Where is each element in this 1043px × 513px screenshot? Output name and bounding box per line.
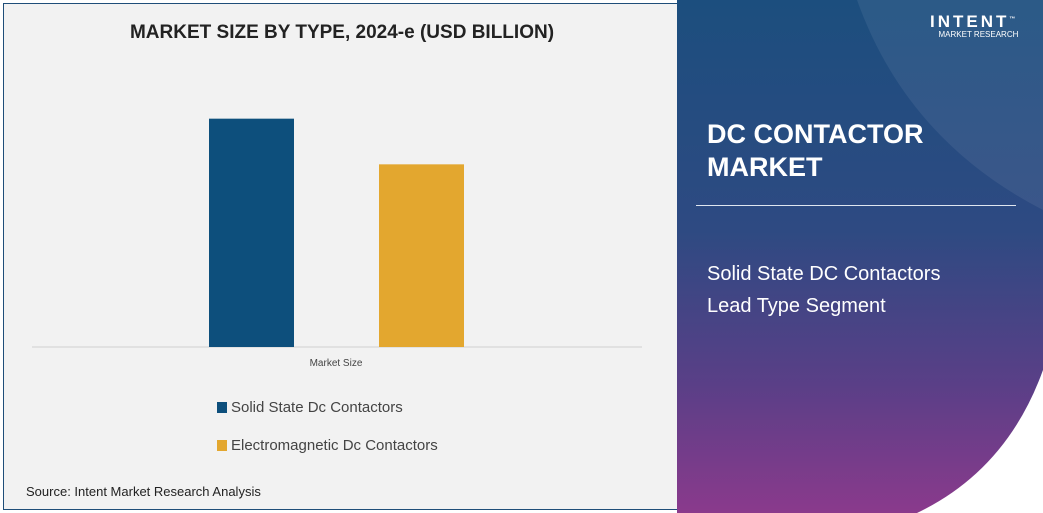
bar-electromagnetic-dc-contactors: [379, 164, 464, 347]
legend-label: Electromagnetic Dc Contactors: [231, 436, 438, 454]
intent-logo: INTENT™ MARKET RESEARCH: [930, 12, 1019, 39]
legend-item-electromagnetic: Electromagnetic Dc Contactors: [217, 435, 438, 455]
divider: [696, 205, 1016, 206]
source-note: Source: Intent Market Research Analysis: [26, 484, 261, 499]
segment-subtitle: Solid State DC Contactors Lead Type Segme…: [707, 263, 941, 317]
legend: Solid State Dc Contactors Electromagneti…: [217, 397, 438, 473]
legend-swatch: [217, 439, 227, 451]
legend-label: Solid State Dc Contactors: [231, 398, 403, 416]
chart-panel: MARKET SIZE BY TYPE, 2024-e (USD BILLION…: [3, 3, 679, 510]
x-tick-label: Market Size: [310, 358, 363, 369]
bar-chart: Market Size: [32, 118, 642, 369]
market-title: DC CONTACTOR MARKET: [707, 119, 924, 182]
side-panel-background: [677, 0, 1043, 513]
bar-solid-state-dc-contactors: [209, 118, 294, 348]
legend-swatch: [217, 401, 227, 413]
legend-item-solid-state: Solid State Dc Contactors: [217, 397, 438, 417]
chart-title: MARKET SIZE BY TYPE, 2024-e (USD BILLION…: [129, 22, 555, 43]
